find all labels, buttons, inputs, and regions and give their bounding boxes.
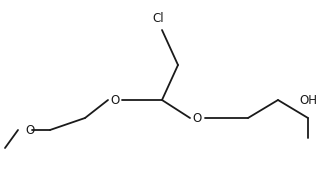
Text: O: O [192, 112, 202, 125]
Text: O: O [25, 123, 35, 137]
Text: OH: OH [299, 93, 317, 107]
Text: Cl: Cl [152, 11, 164, 24]
Text: O: O [110, 93, 120, 107]
